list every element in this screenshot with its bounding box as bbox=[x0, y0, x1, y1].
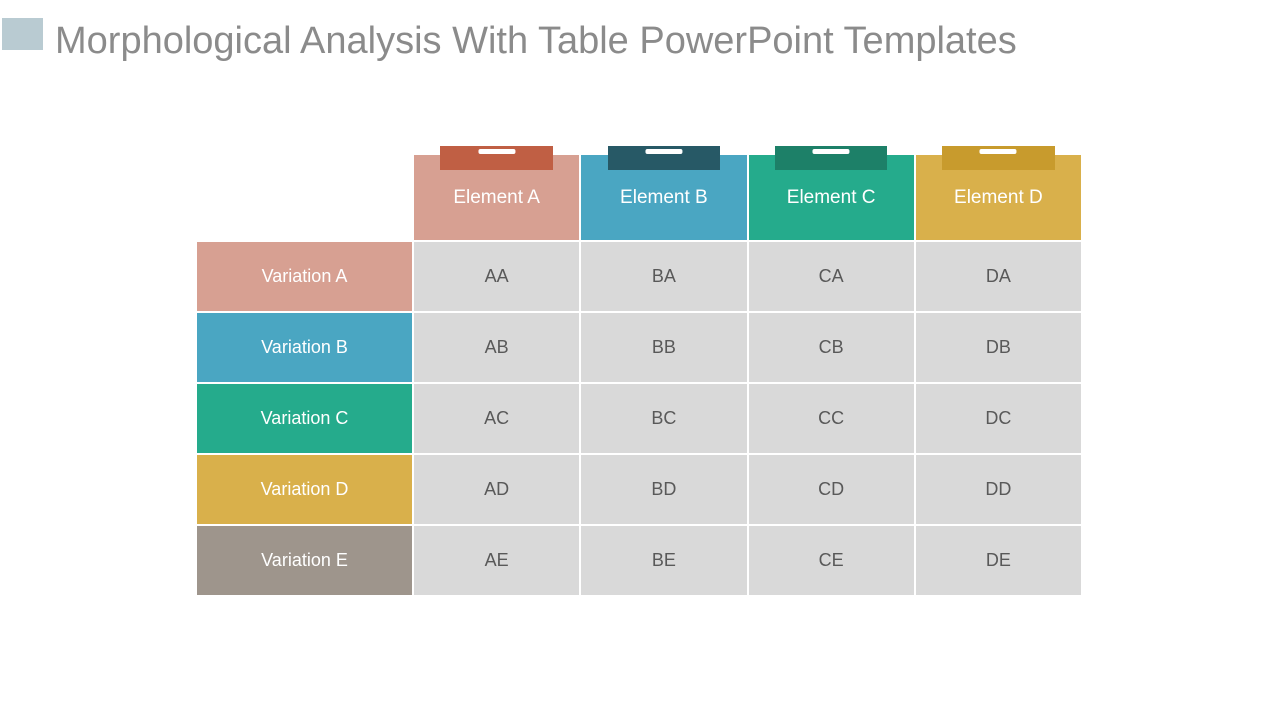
table-cell-be: BE bbox=[581, 526, 747, 595]
column-header-body: Element C bbox=[748, 155, 914, 240]
table-cell-db: DB bbox=[915, 313, 1081, 382]
column-header-label: Element C bbox=[786, 186, 876, 208]
clip-bar-icon bbox=[645, 149, 683, 154]
table-cell-bb: BB bbox=[581, 313, 747, 382]
table-cell-da: DA bbox=[915, 242, 1081, 311]
clip-tab-icon bbox=[774, 146, 888, 170]
table-cell-cb: CB bbox=[748, 313, 914, 382]
table-cell-bc: BC bbox=[581, 384, 747, 453]
column-header-label: Element A bbox=[453, 186, 540, 208]
clip-bar-icon bbox=[478, 149, 516, 154]
clip-bar-icon bbox=[979, 149, 1017, 154]
title-accent-square bbox=[2, 18, 43, 50]
column-header-label: Element D bbox=[954, 186, 1043, 208]
row-header-variation-b: Variation B bbox=[197, 313, 412, 382]
clip-tab-icon bbox=[440, 146, 553, 170]
clip-bar-icon bbox=[812, 149, 850, 154]
table-cell-ac: AC bbox=[414, 384, 580, 453]
morphological-analysis-table: Element A Element B Element C Element D … bbox=[197, 146, 1081, 595]
table-cell-ad: AD bbox=[414, 455, 580, 524]
table-cell-cd: CD bbox=[748, 455, 914, 524]
row-header-variation-e: Variation E bbox=[197, 526, 412, 595]
row-header-variation-a: Variation A bbox=[197, 242, 412, 311]
column-header-element-d: Element D bbox=[915, 146, 1081, 240]
page-title: Morphological Analysis With Table PowerP… bbox=[55, 20, 1017, 62]
table-cell-dd: DD bbox=[915, 455, 1081, 524]
column-header-element-c: Element C bbox=[748, 146, 914, 240]
column-header-label: Element B bbox=[620, 186, 708, 208]
table-corner-spacer bbox=[197, 146, 412, 240]
clip-tab-icon bbox=[942, 146, 1055, 170]
table-cell-ba: BA bbox=[581, 242, 747, 311]
table-cell-ca: CA bbox=[748, 242, 914, 311]
column-header-element-b: Element B bbox=[581, 146, 747, 240]
table-cell-bd: BD bbox=[581, 455, 747, 524]
table-cell-aa: AA bbox=[414, 242, 580, 311]
table-cell-ab: AB bbox=[414, 313, 580, 382]
row-header-variation-c: Variation C bbox=[197, 384, 412, 453]
row-header-variation-d: Variation D bbox=[197, 455, 412, 524]
table-cell-de: DE bbox=[915, 526, 1081, 595]
table-cell-ce: CE bbox=[748, 526, 914, 595]
clip-tab-icon bbox=[607, 146, 721, 170]
table-cell-cc: CC bbox=[748, 384, 914, 453]
table-cell-dc: DC bbox=[915, 384, 1081, 453]
column-header-element-a: Element A bbox=[414, 146, 580, 240]
table-cell-ae: AE bbox=[414, 526, 580, 595]
